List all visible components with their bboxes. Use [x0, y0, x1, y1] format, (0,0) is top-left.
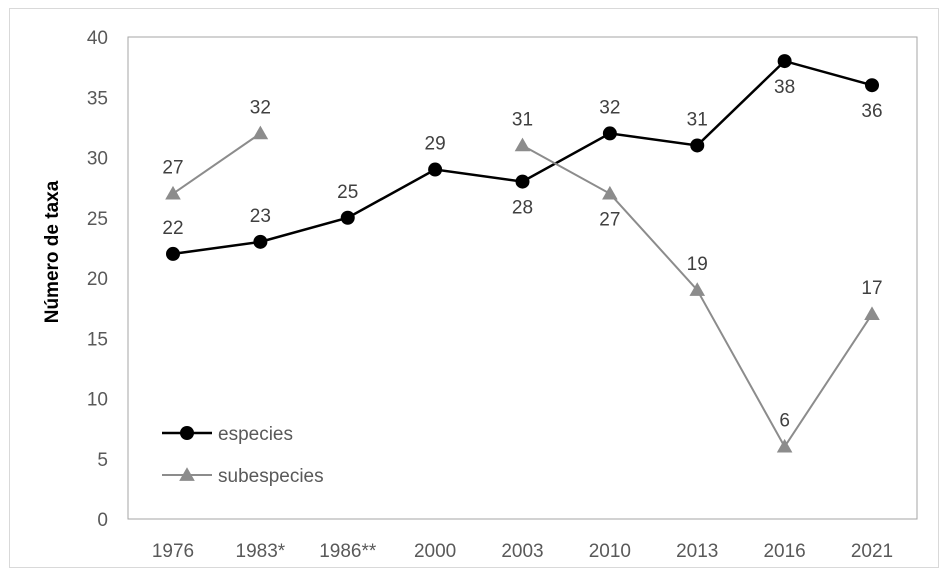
data-label-subespecies: 32 — [250, 97, 271, 118]
data-point-especies — [602, 126, 617, 141]
data-point-subespecies — [689, 282, 706, 296]
x-tick-label: 2021 — [851, 541, 893, 562]
data-point-especies — [340, 210, 355, 225]
data-label-subespecies: 27 — [599, 210, 620, 231]
data-label-subespecies: 19 — [687, 254, 708, 275]
data-label-especies: 36 — [861, 101, 882, 122]
data-label-especies: 31 — [687, 109, 708, 130]
data-label-especies: 25 — [337, 182, 358, 203]
series-line-especies — [172, 59, 873, 256]
data-label-especies: 32 — [599, 97, 620, 118]
data-label-especies: 29 — [425, 134, 446, 155]
data-point-especies — [690, 138, 705, 153]
x-tick-label: 1983* — [236, 541, 286, 562]
series-line-subespecies — [172, 132, 261, 195]
series-line-subespecies — [522, 144, 873, 449]
y-tick-label: 0 — [97, 510, 108, 531]
y-tick-label: 20 — [87, 269, 108, 290]
data-label-especies: 38 — [774, 77, 795, 98]
legend-label-subespecies: subespecies — [218, 466, 324, 487]
y-tick-label: 25 — [87, 209, 108, 230]
data-point-subespecies — [864, 306, 880, 320]
data-point-subespecies — [602, 185, 618, 200]
x-tick-label: 2010 — [589, 541, 631, 562]
data-point-especies — [166, 246, 180, 261]
data-label-especies: 22 — [162, 218, 183, 239]
data-label-subespecies: 27 — [162, 158, 183, 179]
y-axis-label: Número de taxa — [42, 180, 63, 323]
data-point-especies — [253, 234, 268, 249]
y-tick-label: 40 — [87, 28, 108, 49]
data-label-especies: 23 — [250, 206, 271, 227]
y-tick-label: 10 — [87, 390, 108, 411]
data-point-subespecies — [514, 137, 531, 152]
x-tick-label: 1986** — [319, 541, 377, 562]
x-tick-label: 2013 — [676, 541, 718, 562]
data-label-subespecies: 17 — [861, 278, 882, 299]
data-point-especies — [865, 78, 879, 93]
y-tick-label: 35 — [87, 88, 108, 109]
legend-label-especies: especies — [218, 424, 293, 445]
data-point-subespecies — [165, 185, 181, 200]
data-point-subespecies — [252, 125, 269, 140]
data-label-subespecies: 31 — [512, 109, 533, 130]
data-point-especies — [515, 174, 530, 189]
x-tick-label: 1976 — [152, 541, 194, 562]
data-point-especies — [777, 54, 792, 69]
legend-marker-subespecies — [179, 467, 195, 481]
legend: especies subespecies — [162, 424, 324, 487]
data-point-especies — [428, 162, 443, 177]
data-label-subespecies: 6 — [779, 411, 790, 432]
x-tick-label: 2000 — [414, 541, 456, 562]
y-tick-label: 15 — [87, 329, 108, 350]
y-tick-label: 5 — [97, 450, 108, 471]
y-tick-label: 30 — [87, 149, 108, 170]
legend-marker-especies — [180, 426, 194, 440]
plot-area — [127, 36, 918, 520]
x-tick-label: 2016 — [763, 541, 805, 562]
data-label-especies: 28 — [512, 198, 533, 219]
x-tick-label: 2003 — [501, 541, 543, 562]
data-point-subespecies — [776, 438, 793, 453]
